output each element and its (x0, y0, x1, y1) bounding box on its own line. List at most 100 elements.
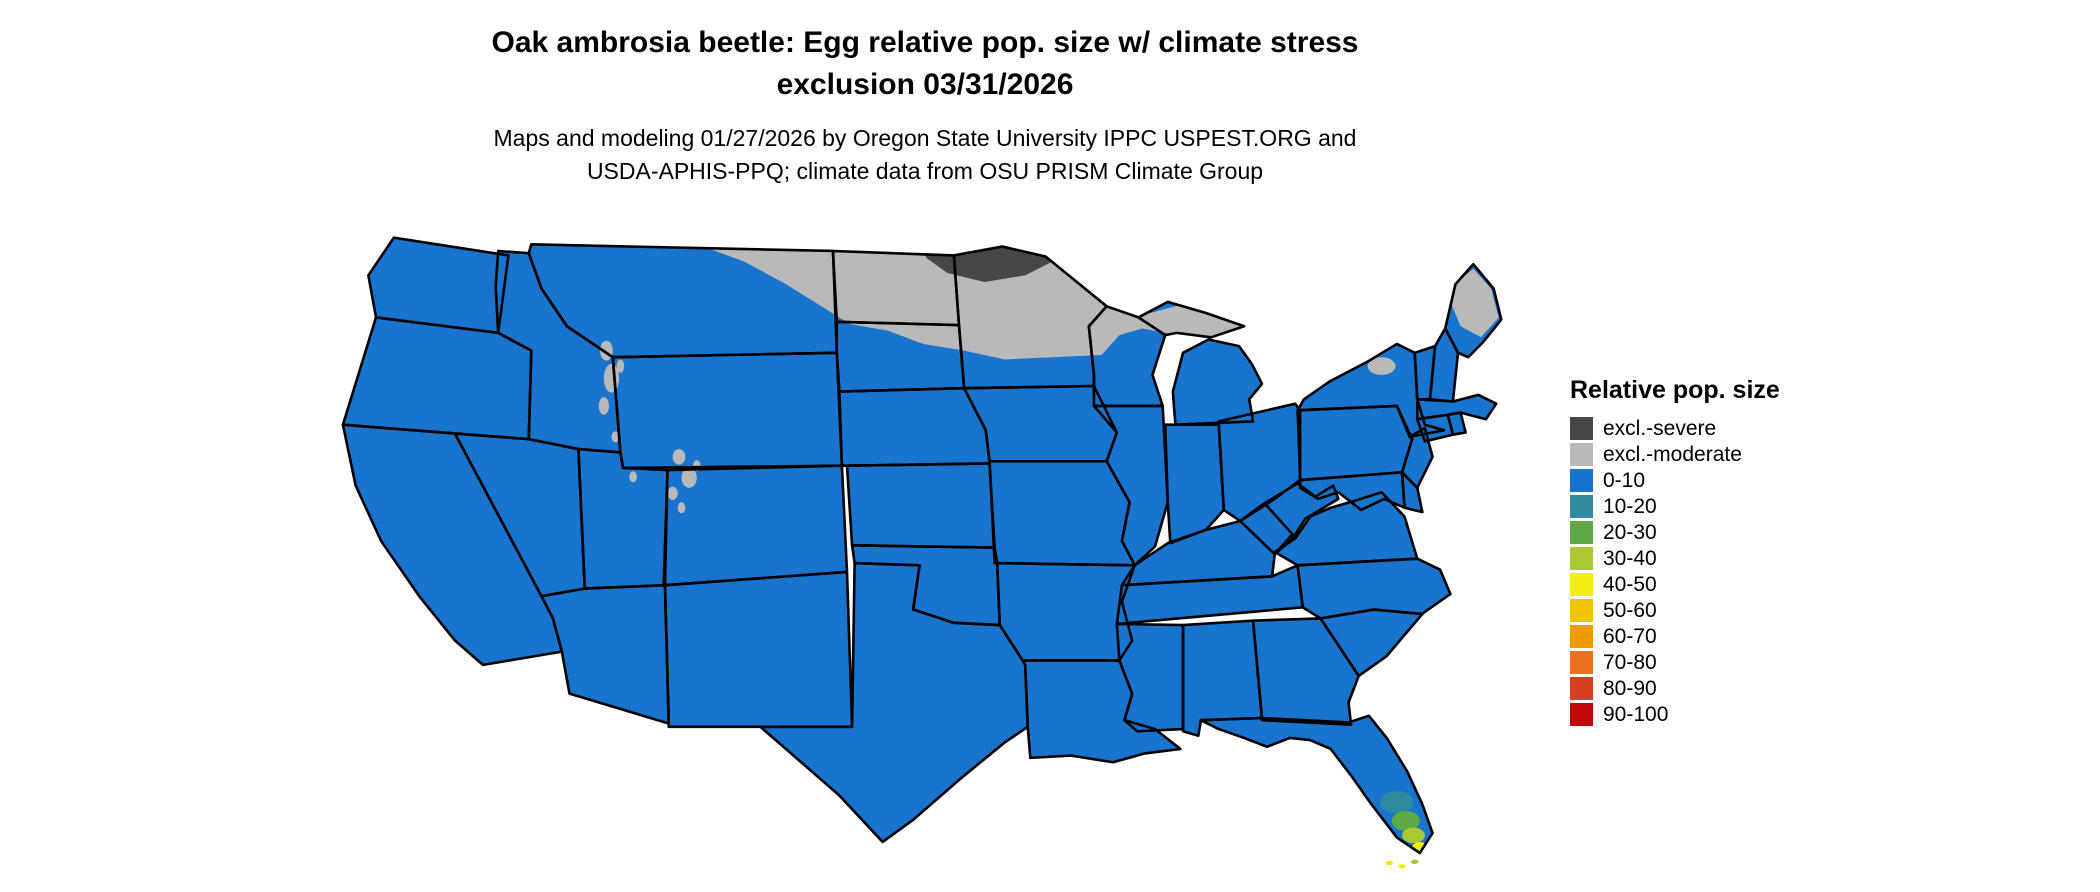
state-missouri (989, 461, 1135, 566)
legend-label: 80-90 (1603, 676, 1657, 700)
state-nebraska (839, 388, 990, 466)
legend-swatch (1570, 494, 1593, 518)
florida-tip-20-30 (1391, 810, 1420, 831)
legend-label: 50-60 (1603, 598, 1657, 622)
legend-item: 90-100 (1570, 701, 1780, 727)
state-border-virginia (1275, 492, 1418, 565)
state-border-florida (1201, 716, 1433, 853)
legend-swatch (1570, 416, 1593, 440)
state-montana (528, 244, 837, 358)
state-oklahoma (852, 545, 1000, 626)
legend-swatch (1570, 468, 1593, 492)
state-west-virginia (1240, 483, 1339, 555)
legend-swatch (1570, 650, 1593, 674)
state-tennessee (1116, 565, 1303, 624)
exclusion-moderate-colorado-1 (672, 449, 686, 465)
state-ohio (1218, 403, 1301, 522)
us-choropleth-map (292, 220, 1514, 884)
state-pennsylvania (1297, 405, 1413, 481)
legend-swatch (1570, 572, 1593, 596)
legend-item: 30-40 (1570, 545, 1780, 571)
florida-keys-3 (1410, 859, 1419, 865)
legend-swatch (1570, 598, 1593, 622)
state-texas (760, 563, 1028, 842)
state-border-texas (760, 563, 1027, 842)
page-subtitle-line1: Maps and modeling 01/27/2026 by Oregon S… (493, 125, 1357, 151)
state-border-michigan-upper (1138, 302, 1244, 337)
state-border-michigan-lower (1173, 340, 1262, 425)
legend-item: 60-70 (1570, 623, 1780, 649)
state-michigan-lower (1172, 339, 1262, 425)
state-border-maryland (1300, 472, 1404, 510)
florida-tip-30-40 (1401, 827, 1425, 844)
page-title: Oak ambrosia beetle: Egg relative pop. s… (320, 22, 1530, 106)
state-florida (1200, 715, 1433, 854)
legend-label: 10-20 (1603, 494, 1657, 518)
legend-item: excl.-moderate (1570, 441, 1780, 467)
legend-swatch (1570, 442, 1593, 466)
state-idaho (495, 250, 621, 453)
legend-swatch (1570, 702, 1593, 726)
exclusion-moderate-adirondacks (1367, 357, 1396, 375)
figure-header: Oak ambrosia beetle: Egg relative pop. s… (320, 22, 1530, 189)
legend-label: 60-70 (1603, 624, 1657, 648)
legend-item: 0-10 (1570, 467, 1780, 493)
state-borders (343, 238, 1501, 853)
state-wyoming (612, 352, 842, 468)
legend-label: 90-100 (1603, 702, 1669, 726)
state-new-jersey (1401, 428, 1433, 488)
state-border-new-hampshire (1430, 328, 1458, 401)
legend: Relative pop. size excl.-severe excl.-mod… (1570, 376, 1780, 727)
exclusion-moderate-maine (1450, 268, 1499, 338)
state-border-maine (1445, 264, 1501, 357)
state-washington (368, 237, 509, 333)
legend-items: excl.-severe excl.-moderate 0-10 10-20 20-30… (1570, 415, 1780, 727)
florida-keys-1 (1385, 860, 1394, 866)
page-subtitle-line2: USDA-APHIS-PPQ; climate data from OSU PR… (586, 158, 1264, 185)
state-north-carolina (1297, 558, 1451, 619)
exclusion-moderate-utah-1 (611, 431, 620, 443)
state-georgia (1253, 618, 1359, 725)
state-alabama (1183, 620, 1262, 736)
state-arkansas (997, 563, 1135, 661)
florida-keys-2 (1398, 864, 1406, 869)
state-colorado (664, 465, 847, 586)
state-border-arkansas (997, 563, 1134, 660)
legend-swatch (1570, 520, 1593, 544)
state-iowa (964, 386, 1117, 462)
state-kansas (846, 463, 995, 548)
state-arizona (541, 585, 669, 724)
state-border-wyoming (613, 353, 842, 468)
state-fills (342, 237, 1502, 854)
legend-item: 40-50 (1570, 571, 1780, 597)
us-map-svg (292, 220, 1514, 869)
legend-label: 0-10 (1603, 468, 1646, 492)
legend-label: 20-30 (1603, 520, 1657, 544)
state-border-illinois (1094, 406, 1168, 565)
exclusion-moderate-utah-2 (629, 471, 637, 483)
state-california (342, 424, 562, 665)
legend-swatch (1570, 546, 1593, 570)
legend-item: excl.-severe (1570, 415, 1780, 441)
exclusion-moderate-colorado-2 (681, 467, 697, 488)
legend-label: 30-40 (1603, 546, 1657, 570)
legend-item: 50-60 (1570, 597, 1780, 623)
state-virginia (1274, 492, 1418, 566)
exclusion-moderate-wyoming-4 (616, 359, 625, 373)
page-title-line1: Oak ambrosia beetle: Egg relative pop. s… (491, 26, 1359, 59)
legend-title: Relative pop. size (1570, 376, 1780, 404)
state-new-york (1297, 343, 1444, 437)
state-new-mexico (664, 571, 853, 727)
exclusion-moderate-wyoming-3 (598, 397, 609, 415)
state-delaware (1401, 472, 1423, 513)
state-border-ohio (1219, 404, 1300, 521)
legend-swatch (1570, 624, 1593, 648)
state-new-hampshire (1429, 328, 1458, 402)
state-border-north-carolina (1298, 559, 1451, 619)
page-subtitle: Maps and modeling 01/27/2026 by Oregon S… (320, 122, 1530, 189)
island-overlays (1385, 859, 1419, 869)
state-oregon (342, 317, 532, 440)
legend-swatch (1570, 676, 1593, 700)
florida-tip-10-20 (1380, 791, 1414, 814)
